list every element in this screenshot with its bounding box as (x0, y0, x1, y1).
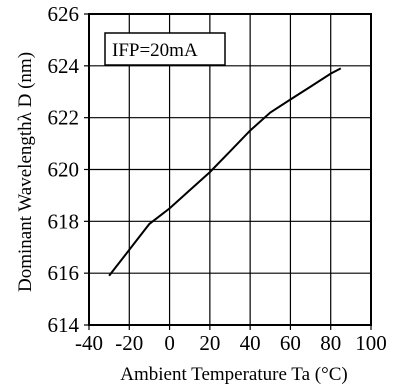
ticks (84, 13, 372, 330)
x-tick-label: 60 (280, 331, 301, 355)
x-tick-labels: -40 -20 0 20 40 60 80 100 (75, 331, 387, 355)
y-tick-label: 618 (48, 209, 80, 233)
x-tick-label: 80 (320, 331, 341, 355)
x-tick-label: 20 (199, 331, 220, 355)
x-tick-label: 0 (164, 331, 175, 355)
x-tick-label: 100 (355, 331, 387, 355)
grid (89, 14, 371, 325)
x-tick-label: -20 (115, 331, 143, 355)
y-tick-label: 624 (48, 54, 80, 78)
x-axis-title: Ambient Temperature Ta (°C) (120, 364, 347, 385)
x-tick-label: 40 (240, 331, 261, 355)
y-tick-label: 622 (48, 106, 80, 130)
annotation-box: IFP=20mA (104, 32, 226, 66)
y-tick-label: 616 (48, 261, 80, 285)
series-line (108, 67, 342, 277)
y-tick-label: 620 (48, 158, 80, 182)
annotation-text: IFP=20mA (112, 40, 198, 61)
y-tick-labels: 614 616 618 620 622 624 626 (48, 2, 80, 337)
y-tick-label: 626 (48, 2, 80, 26)
x-tick-label: -40 (75, 331, 103, 355)
y-axis-title: Dominant Wavelengthλ D (nm) (15, 52, 36, 292)
y-tick-label: 614 (48, 313, 80, 337)
annotation-frame (104, 32, 226, 66)
